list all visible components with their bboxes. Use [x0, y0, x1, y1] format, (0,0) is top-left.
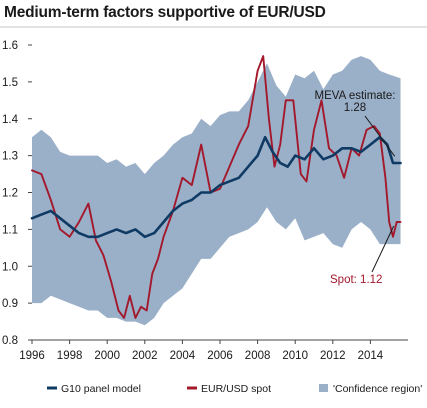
y-tick-label: 0.9 [2, 298, 18, 310]
legend-label-eur-usd-spot: EUR/USD spot [201, 383, 271, 395]
x-tick-label: 2012 [320, 350, 346, 362]
x-tick-label: 2004 [170, 350, 196, 362]
legend-swatch-confidence-region [319, 384, 328, 392]
series-line-eur-usd-spot [31, 55, 402, 319]
axes-layer: 0.8 0.9 1.0 1.1 1.2 1.3 1.4 1.5 1.6 1996 1998 2000 2… [2, 40, 408, 362]
y-tick-label: 1.1 [2, 224, 18, 236]
x-tick-label: 2000 [94, 350, 120, 362]
x-tick-label: 2006 [207, 350, 233, 362]
x-tick-label: 1996 [19, 350, 45, 362]
y-tick-label: 1.6 [2, 40, 18, 52]
series-line-g10-panel-model [30, 135, 402, 239]
annotation-spot-pointer [371, 225, 395, 273]
series-lines-layer [30, 55, 402, 319]
x-tick-label: 2008 [245, 350, 271, 362]
x-tick-label: 2002 [132, 350, 158, 362]
legend: G10 panel model EUR/USD spot 'Confidence r… [47, 383, 422, 395]
legend-label-g10-panel-model: G10 panel model [61, 383, 141, 395]
x-tick-label: 2010 [282, 350, 308, 362]
chart-title: Medium-term factors supportive of EUR/US… [4, 4, 326, 21]
annotation-meva-pointer [364, 115, 396, 157]
x-tick-label: 1998 [57, 350, 83, 362]
x-tick-label: 2014 [358, 350, 384, 362]
annotations-layer: MEVA estimate:1.28 Spot: 1.12 [315, 90, 396, 286]
annotation-meva-value: 1.28 [344, 102, 366, 114]
y-tick-label: 1.3 [2, 151, 18, 163]
annotation-spot-label: Spot: 1.12 [330, 274, 382, 286]
y-tick-label: 1.0 [2, 261, 18, 273]
y-tick-label: 1.5 [2, 77, 18, 89]
y-tick-label: 1.4 [2, 114, 19, 126]
y-tick-label: 1.2 [2, 188, 18, 200]
y-tick-label: 0.8 [2, 335, 18, 347]
legend-label-confidence-region: 'Confidence region' [333, 383, 422, 395]
annotation-meva-label: MEVA estimate: [315, 90, 396, 102]
